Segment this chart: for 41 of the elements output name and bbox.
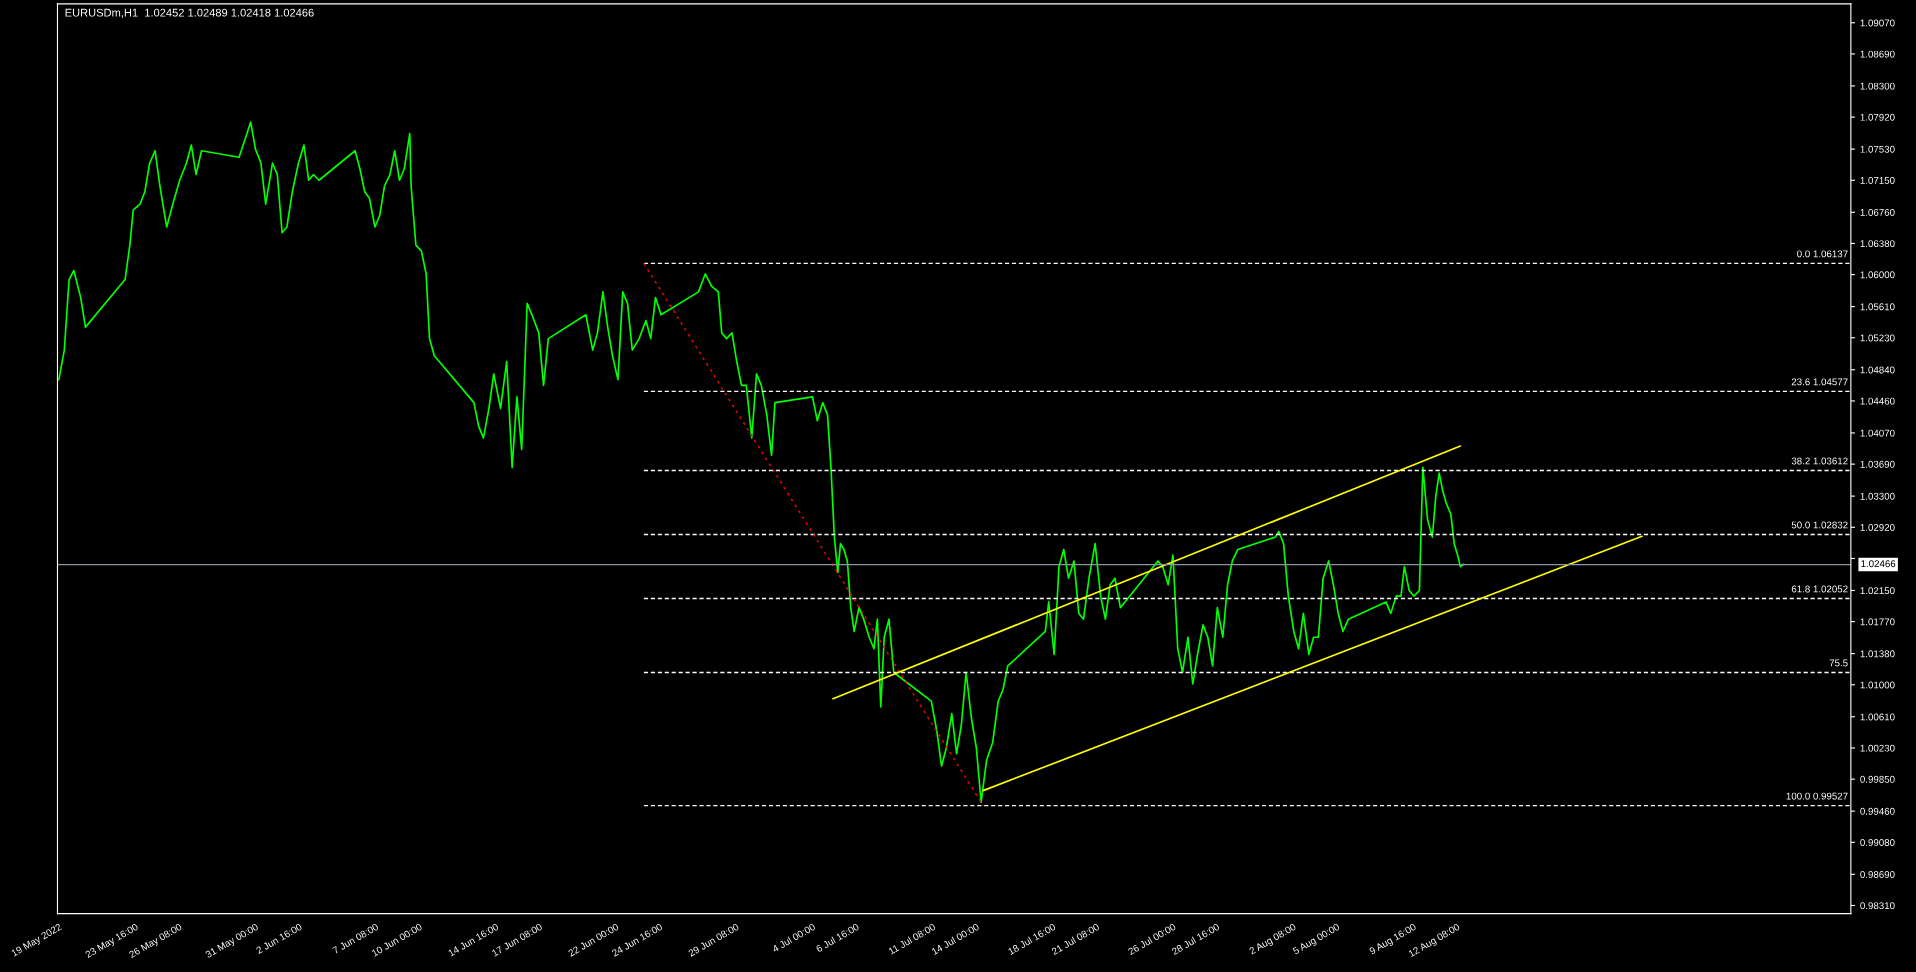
- y-tick-label: 1.04840: [1860, 366, 1895, 374]
- annotation: 0.0 1.06137: [1797, 250, 1848, 258]
- y-tick-label: 1.07920: [1860, 113, 1895, 121]
- y-tick-label: 1.01770: [1860, 618, 1895, 626]
- y-tick-label: 1.01380: [1860, 650, 1895, 658]
- x-tick-label: 29 Jun 08:00: [687, 923, 740, 957]
- x-tick-label: 4 Jul 00:00: [771, 922, 816, 953]
- y-tick-label: 1.08300: [1860, 82, 1895, 90]
- y-tick-label: 0.98690: [1860, 871, 1895, 878]
- ref-line-label: 1.02466: [1861, 560, 1896, 568]
- y-tick-label: 1.00610: [1860, 713, 1895, 721]
- y-tick-label: 1.07150: [1860, 177, 1895, 184]
- y-tick-label: 1.06760: [1860, 209, 1895, 216]
- y-tick-label: 1.03690: [1860, 460, 1895, 468]
- annotation: 61.8 1.02052: [1791, 585, 1848, 593]
- y-tick-label: 1.01000: [1860, 681, 1895, 689]
- x-tick-label: 19 May 2022: [10, 923, 63, 959]
- y-tick-label: 1.07530: [1860, 145, 1895, 153]
- y-tick-label: 1.00230: [1860, 744, 1895, 752]
- y-tick-label: 1.02150: [1860, 587, 1895, 595]
- annotation: 38.2 1.03612: [1791, 457, 1848, 465]
- y-tick-label: 0.98310: [1860, 902, 1895, 910]
- y-tick-label: 1.03300: [1860, 492, 1895, 500]
- line-series: [58, 121, 1465, 803]
- y-tick-label: 1.06380: [1860, 240, 1895, 248]
- y-tick-label: 1.08690: [1860, 50, 1895, 58]
- annotation: 23.6 1.04577: [1791, 378, 1848, 386]
- y-tick-label: 1.05610: [1860, 303, 1895, 311]
- y-tick-label: 1.09070: [1860, 19, 1895, 27]
- chart-title: EURUSDm,H1 1.02452 1.02489 1.02418 1.02466: [65, 8, 314, 18]
- y-tick-label: 1.02920: [1860, 524, 1895, 531]
- y-tick-label: 1.04070: [1860, 429, 1895, 437]
- y-tick-label: 0.99080: [1860, 839, 1895, 846]
- annotation: 75.5: [1829, 659, 1848, 667]
- y-tick-label: 1.04460: [1860, 397, 1895, 405]
- y-tick-label: 0.99460: [1860, 807, 1895, 815]
- annotation: 50.0 1.02832: [1791, 521, 1848, 529]
- annotation: 100.0 0.99527: [1786, 792, 1848, 800]
- y-tick-label: 0.99850: [1860, 775, 1895, 783]
- y-tick-label: 1.05230: [1860, 334, 1895, 342]
- y-tick-label: 1.06000: [1860, 271, 1895, 279]
